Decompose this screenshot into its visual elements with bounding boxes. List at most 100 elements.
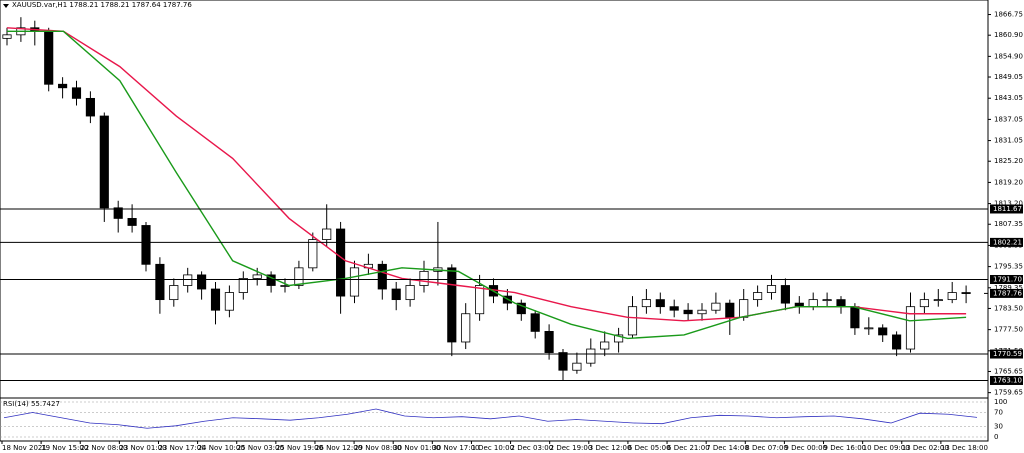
y-tick-label: 1765.65 <box>994 367 1023 375</box>
candle-body <box>322 228 332 240</box>
x-tick-label: 30 Nov 17:00 <box>432 444 479 452</box>
x-tick-label: 25 Nov 03:00 <box>237 444 284 452</box>
x-tick-label: 2 Dec 03:00 <box>511 444 554 452</box>
candle-body <box>586 348 596 364</box>
candle-body <box>683 309 693 315</box>
x-tick-label: 23 Nov 17:00 <box>158 444 205 452</box>
candle-body <box>391 288 401 301</box>
x-tick-label: 2 Dec 19:00 <box>550 444 593 452</box>
candle-body <box>252 274 262 279</box>
level-label: 1763.10 <box>993 376 1022 384</box>
candle-body <box>210 288 221 311</box>
candle-body <box>349 267 360 297</box>
x-tick-label: 9 Dec 00:00 <box>784 444 827 452</box>
y-tick-label: 1837.05 <box>994 115 1023 123</box>
candle-body <box>572 362 582 371</box>
level-label: 1811.67 <box>993 205 1022 213</box>
candle-body <box>461 313 471 343</box>
last-price-box <box>990 288 1023 298</box>
level-label-box <box>990 349 1023 359</box>
y-tick-label: 1777.50 <box>994 326 1023 334</box>
chart-title: XAUUSD.var,H1 1788.21 1788.21 1787.64 17… <box>12 1 192 9</box>
candle-body <box>878 327 888 336</box>
candle-body <box>447 267 457 343</box>
y-tick-label: 1860.90 <box>994 31 1023 39</box>
y-tick-label: 1866.75 <box>994 11 1023 19</box>
y-tick-label: 1759.65 <box>994 389 1023 397</box>
last-price-label: 1787.76 <box>993 289 1022 297</box>
x-tick-label: 3 Dec 12:00 <box>589 444 632 452</box>
candle-body <box>933 299 943 302</box>
y-tick-label: 1831.05 <box>994 137 1023 145</box>
candle-body <box>183 274 193 286</box>
candle-body <box>99 115 109 209</box>
candle-body <box>558 352 568 371</box>
candle-body <box>822 299 832 302</box>
plot-frame <box>0 0 989 442</box>
rsi-title: RSI(14) 55.7427 <box>3 400 60 408</box>
candle-body <box>711 302 721 311</box>
x-tick-label: 25 Nov 19:00 <box>276 444 323 452</box>
candle-body <box>85 97 95 117</box>
rsi-tick-label: 70 <box>994 409 1003 417</box>
y-tick-label: 1807.35 <box>994 220 1023 228</box>
y-tick-label: 1843.05 <box>994 94 1023 102</box>
candle-body <box>308 239 318 269</box>
candle-body <box>919 299 929 308</box>
candle-body <box>614 334 624 343</box>
level-label-box <box>990 375 1023 385</box>
candle-body <box>961 292 971 294</box>
candle-body <box>627 306 638 336</box>
y-tick-label: 1825.20 <box>994 157 1023 165</box>
x-tick-label: 8 Dec 07:00 <box>745 444 788 452</box>
candle-body <box>141 225 151 265</box>
candle-body <box>113 207 123 219</box>
candle-body <box>600 341 610 350</box>
candle-body <box>336 228 346 297</box>
x-tick-label: 26 Nov 12:00 <box>315 444 362 452</box>
candle-body <box>836 299 846 308</box>
candle-body <box>766 285 777 293</box>
x-tick-label: 6 Dec 21:00 <box>667 444 710 452</box>
candle-body <box>169 285 179 301</box>
candle-body <box>544 330 554 353</box>
candle-body <box>892 334 902 350</box>
level-label-box <box>990 237 1023 247</box>
candle-body <box>739 299 749 318</box>
x-tick-label: 24 Nov 10:00 <box>198 444 245 452</box>
candle-body <box>2 34 12 39</box>
candle-body <box>516 302 526 315</box>
x-tick-label: 1 Dec 10:00 <box>471 444 514 452</box>
candle-body <box>58 83 68 89</box>
candle-body <box>155 263 165 301</box>
y-tick-label: 1795.35 <box>994 263 1023 271</box>
menu-arrow[interactable] <box>3 4 9 8</box>
x-tick-label: 13 Dec 18:00 <box>941 444 988 452</box>
candle-body <box>530 313 540 332</box>
x-tick-label: 23 Nov 01:00 <box>119 444 166 452</box>
candle-body <box>905 306 916 350</box>
candle-body <box>127 218 137 226</box>
x-tick-label: 6 Dec 05:00 <box>628 444 671 452</box>
candle-body <box>808 299 818 308</box>
candle-body <box>71 87 82 99</box>
y-tick-label: 1819.20 <box>994 178 1023 186</box>
rsi-tick-label: 100 <box>994 398 1007 406</box>
x-tick-label: 10 Dec 09:00 <box>863 444 910 452</box>
moving-average <box>7 30 967 340</box>
level-label: 1802.21 <box>993 238 1022 246</box>
candle-body <box>850 306 860 329</box>
candle-body <box>405 285 415 301</box>
candle-body <box>641 299 651 308</box>
candle-body <box>294 267 304 286</box>
candle-body <box>419 270 429 286</box>
x-tick-label: 7 Dec 14:00 <box>706 444 749 452</box>
y-tick-label: 1849.05 <box>994 73 1023 81</box>
x-tick-label: 18 Nov 2021 <box>2 444 47 452</box>
candle-body <box>669 306 679 311</box>
candle-body <box>780 285 790 304</box>
candle-body <box>725 302 735 318</box>
level-label-box <box>990 204 1023 214</box>
level-label: 1770.59 <box>993 350 1022 358</box>
